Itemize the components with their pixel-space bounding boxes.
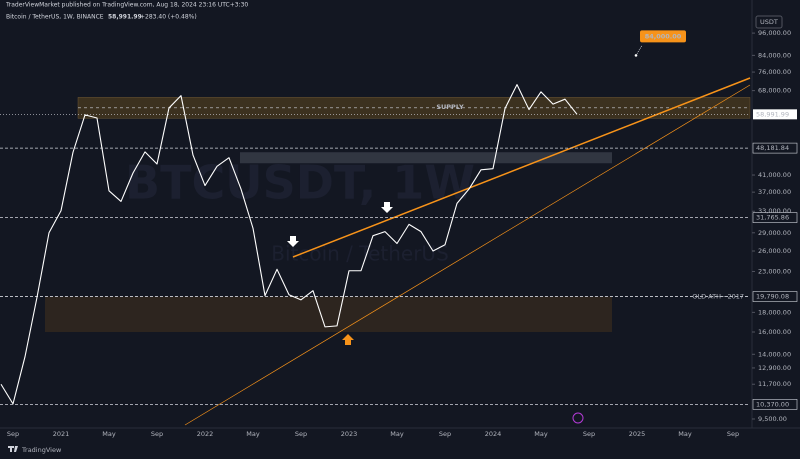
price-level-label: 31,765.86 [756,214,789,222]
x-tick-label: Sep [439,430,451,438]
price-level-tag [752,142,798,154]
y-tick-label: 96,000.00 [758,29,791,37]
y-tick-label: 9,500.00 [758,415,787,423]
y-tick-label: 37,000.00 [758,188,791,196]
x-tick-label: May [246,430,260,438]
y-tick-label: 23,000.00 [758,267,791,275]
y-tick-label: 18,000.00 [758,308,791,316]
y-tick-label: 33,000.00 [758,207,791,215]
x-tick-label: May [102,430,116,438]
price-level-label: 10,370.00 [756,400,789,408]
price-level-label: 19,790.08 [756,293,789,301]
header-change: +283.40 (+0.48%) [140,14,197,21]
price-level-tag [752,399,798,410]
x-tick-label: Sep [727,430,739,438]
target-box [640,30,686,43]
arrow-up [342,334,354,345]
x-tick-label: Sep [295,430,307,438]
icon [572,412,584,424]
x-tick-label: 2025 [629,430,646,438]
y-tick-label: 12,900.00 [758,364,791,372]
currency-box [755,15,783,29]
y-tick-label: 68,000.00 [758,87,791,95]
zones: SUPPLY [45,97,751,333]
x-tick-label: Sep [583,430,595,438]
x-tick-label: Sep [151,430,163,438]
last-price-label: 58,991.99 [756,110,789,118]
x-tick-label: May [534,430,548,438]
plot: 48,181.84 31,765.86 19,790.08 OLD ATH - 201… [0,30,798,410]
watermark-sub: Bitcoin / TetherUS [271,242,449,266]
y-tick-label: 26,000.00 [758,247,791,255]
header-price: 58,991.99 [108,14,142,21]
x-tick-label: 2022 [197,430,214,438]
last-price-tag [753,109,797,120]
price-line [0,84,578,405]
y-tick-label: 41,000.00 [758,171,791,179]
y-tick-label: 14,000.00 [758,350,791,358]
y-tick-label: 29,000.00 [758,229,791,237]
trendline [292,77,751,258]
x-tick-label: 2021 [53,430,70,438]
x-tick-label: May [678,430,692,438]
currency: USDT [760,18,778,26]
price-level-label: 48,181.84 [756,144,789,152]
arrow-down [381,202,393,213]
trendline [184,84,751,426]
brand-logo [8,446,18,452]
brand: TradingView [21,446,62,454]
y-tick-label: 16,000.00 [758,328,791,336]
zone-label: SUPPLY [436,103,464,111]
watermark: BTCUSDT, 1W [125,156,475,210]
target-dot [634,54,638,57]
x-tick-label: 2024 [485,430,502,438]
x-tick-label: 2023 [341,430,358,438]
y-tick-label: 11,700.00 [758,380,791,388]
x-tick-label: May [390,430,404,438]
x-tick-label: Sep [7,430,19,438]
publisher: TraderViewMarket published on TradingVie… [5,2,248,9]
symbol-title: Bitcoin / TetherUS, 1W, BINANCE [6,14,104,21]
target-label: 84,000.00 [645,32,682,40]
y-tick-label: 76,000.00 [758,68,791,76]
price-level-note: OLD ATH - 2017 [692,293,744,301]
y-tick-label: 84,000.00 [758,51,791,59]
arrow-down [287,236,299,247]
zone [240,152,612,164]
price-level-tag [752,212,798,223]
price-level-tag [752,291,798,302]
